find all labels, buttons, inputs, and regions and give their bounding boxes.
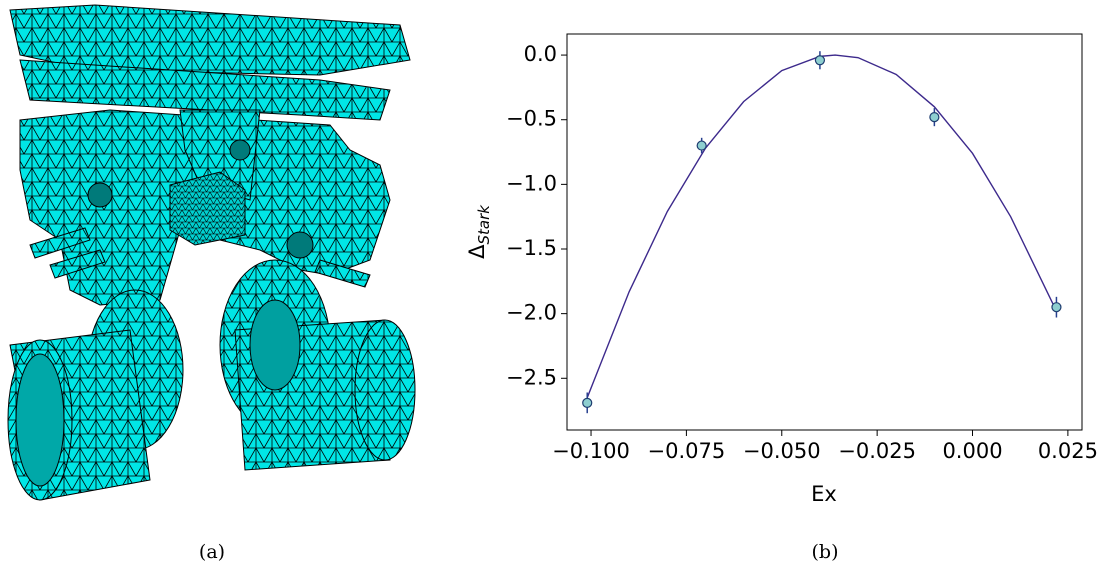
x-tick-label: −0.100 xyxy=(552,439,630,463)
y-tick-label: 0.0 xyxy=(524,42,557,66)
y-axis-label-symbol: Δ xyxy=(465,244,489,259)
y-tick-label: −2.5 xyxy=(506,365,557,389)
fit-line xyxy=(586,54,1058,398)
x-tick-label: 0.025 xyxy=(1038,439,1098,463)
data-point xyxy=(929,112,940,123)
y-axis-label: ΔStark xyxy=(465,204,493,259)
data-point xyxy=(582,397,593,408)
caption: (b) xyxy=(812,541,839,563)
data-point xyxy=(814,55,826,66)
y-tick-label: −1.5 xyxy=(506,236,557,260)
y-tick-label: −1.0 xyxy=(506,171,557,195)
y-axis-label-subscript: Stark xyxy=(475,204,493,245)
x-axis-label: Ex xyxy=(811,482,837,506)
x-tick-label: 0.000 xyxy=(942,439,1002,463)
plot-frame xyxy=(566,33,1083,431)
y-tick-label: −2.0 xyxy=(506,301,557,325)
y-tick-label: −0.5 xyxy=(506,107,557,131)
data-point xyxy=(1051,302,1062,313)
caption: (a) xyxy=(199,541,225,563)
x-tick-label: −0.025 xyxy=(838,439,916,463)
x-tick-label: −0.050 xyxy=(743,439,821,463)
data-point xyxy=(696,140,707,151)
mesh-illustration xyxy=(7,4,416,501)
x-tick-label: −0.075 xyxy=(648,439,726,463)
